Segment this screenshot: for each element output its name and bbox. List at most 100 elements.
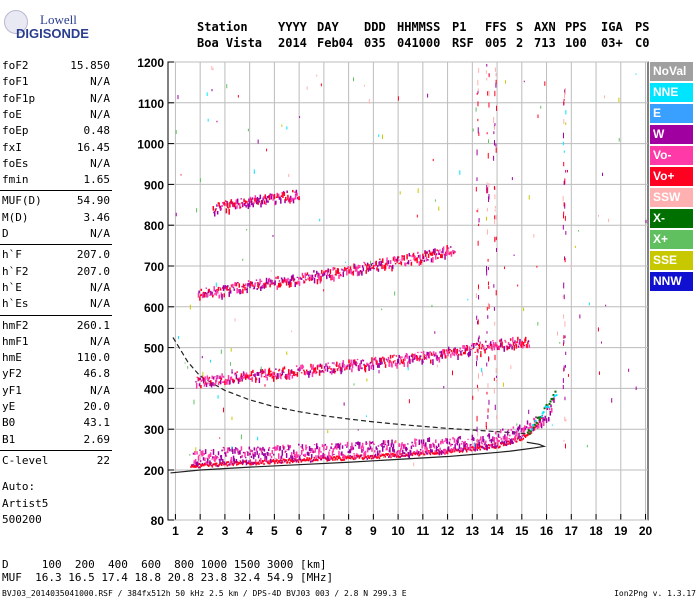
echo-point — [204, 292, 207, 295]
echo-point — [520, 437, 522, 440]
echo-point — [450, 448, 453, 452]
echo-point — [244, 451, 246, 458]
echo-point — [196, 465, 199, 468]
echo-point — [374, 453, 377, 457]
x-tick-label: 9 — [370, 524, 377, 538]
echo-point — [380, 260, 383, 266]
interference-point — [563, 439, 565, 442]
interference-point — [496, 415, 498, 420]
echo-point — [430, 352, 433, 356]
echo-point — [370, 441, 372, 444]
echo-point — [287, 373, 289, 379]
noise-point — [368, 98, 370, 104]
echo-point — [449, 251, 451, 255]
echo-point — [222, 202, 225, 206]
echo-point — [436, 446, 438, 448]
echo-point — [288, 457, 291, 459]
echo-point — [380, 357, 383, 362]
echo-point — [234, 206, 237, 210]
interference-point — [475, 186, 477, 192]
echo-point — [387, 453, 389, 456]
echo-point — [220, 207, 223, 210]
echo-point — [458, 443, 461, 449]
echo-point — [384, 455, 386, 458]
echo-point — [272, 375, 275, 382]
echo-point — [447, 249, 449, 255]
echo-point — [392, 447, 394, 452]
header-label-2: DAY — [317, 20, 339, 34]
noise-point — [306, 86, 308, 90]
echo-point — [230, 456, 233, 462]
echo-point — [263, 375, 266, 378]
echo-point — [502, 428, 504, 431]
echo-point — [472, 347, 474, 350]
echo-point — [371, 262, 374, 265]
x-tick-label: 6 — [296, 524, 303, 538]
param-name: yE — [2, 400, 16, 413]
echo-point — [535, 421, 538, 424]
echo-point — [515, 344, 518, 349]
echo-point — [553, 397, 555, 403]
interference-point — [494, 209, 496, 212]
echo-point — [490, 438, 493, 444]
echo-point — [250, 455, 253, 458]
echo-point — [308, 452, 310, 456]
echo-point — [200, 379, 203, 382]
noise-point — [574, 245, 576, 248]
echo-point — [452, 447, 455, 452]
param-divider — [0, 244, 112, 246]
echo-point — [293, 460, 295, 463]
echo-point — [432, 256, 434, 263]
echo-point — [448, 441, 451, 445]
noise-point — [216, 120, 218, 123]
x-tick-label: 7 — [321, 524, 328, 538]
echo-point — [295, 365, 298, 368]
echo-point — [341, 459, 343, 462]
echo-point — [288, 369, 290, 375]
echo-point — [463, 345, 466, 350]
interference-point — [486, 448, 488, 451]
echo-point — [524, 336, 527, 342]
y-tick-label: 700 — [144, 260, 164, 274]
noise-point — [175, 130, 177, 134]
echo-point — [416, 449, 418, 453]
echo-point — [396, 452, 398, 456]
noise-point — [567, 373, 569, 377]
interference-point — [478, 294, 480, 300]
echo-point — [328, 449, 331, 452]
echo-point — [369, 440, 371, 447]
echo-point — [466, 444, 469, 450]
interference-point — [477, 118, 479, 122]
echo-point — [265, 202, 267, 206]
echo-point — [438, 252, 441, 256]
interference-point — [493, 131, 495, 135]
noise-point — [323, 289, 325, 292]
echo-point — [455, 442, 457, 444]
echo-point — [410, 355, 413, 358]
echo-point — [457, 353, 460, 356]
echo-point — [242, 459, 244, 464]
echo-point — [432, 351, 435, 355]
echo-point — [193, 460, 195, 464]
echo-point — [257, 372, 260, 376]
echo-point — [217, 286, 220, 291]
echo-point — [418, 439, 421, 446]
echo-point — [418, 261, 421, 266]
param-row: yF1 N/A — [0, 383, 112, 399]
echo-point — [228, 463, 231, 466]
param-row: B0 43.1 — [0, 415, 112, 431]
echo-point — [262, 453, 265, 457]
echo-point — [267, 462, 270, 465]
echo-point — [228, 208, 230, 215]
echo-point — [271, 450, 274, 455]
echo-point — [423, 354, 426, 360]
noise-point — [383, 456, 385, 458]
echo-point — [239, 206, 242, 209]
echo-point — [426, 447, 428, 452]
echo-point — [403, 454, 405, 457]
noise-point — [206, 92, 208, 97]
echo-point — [377, 445, 380, 447]
noise-point — [510, 365, 512, 370]
echo-point — [392, 264, 394, 269]
noise-point — [479, 448, 481, 450]
